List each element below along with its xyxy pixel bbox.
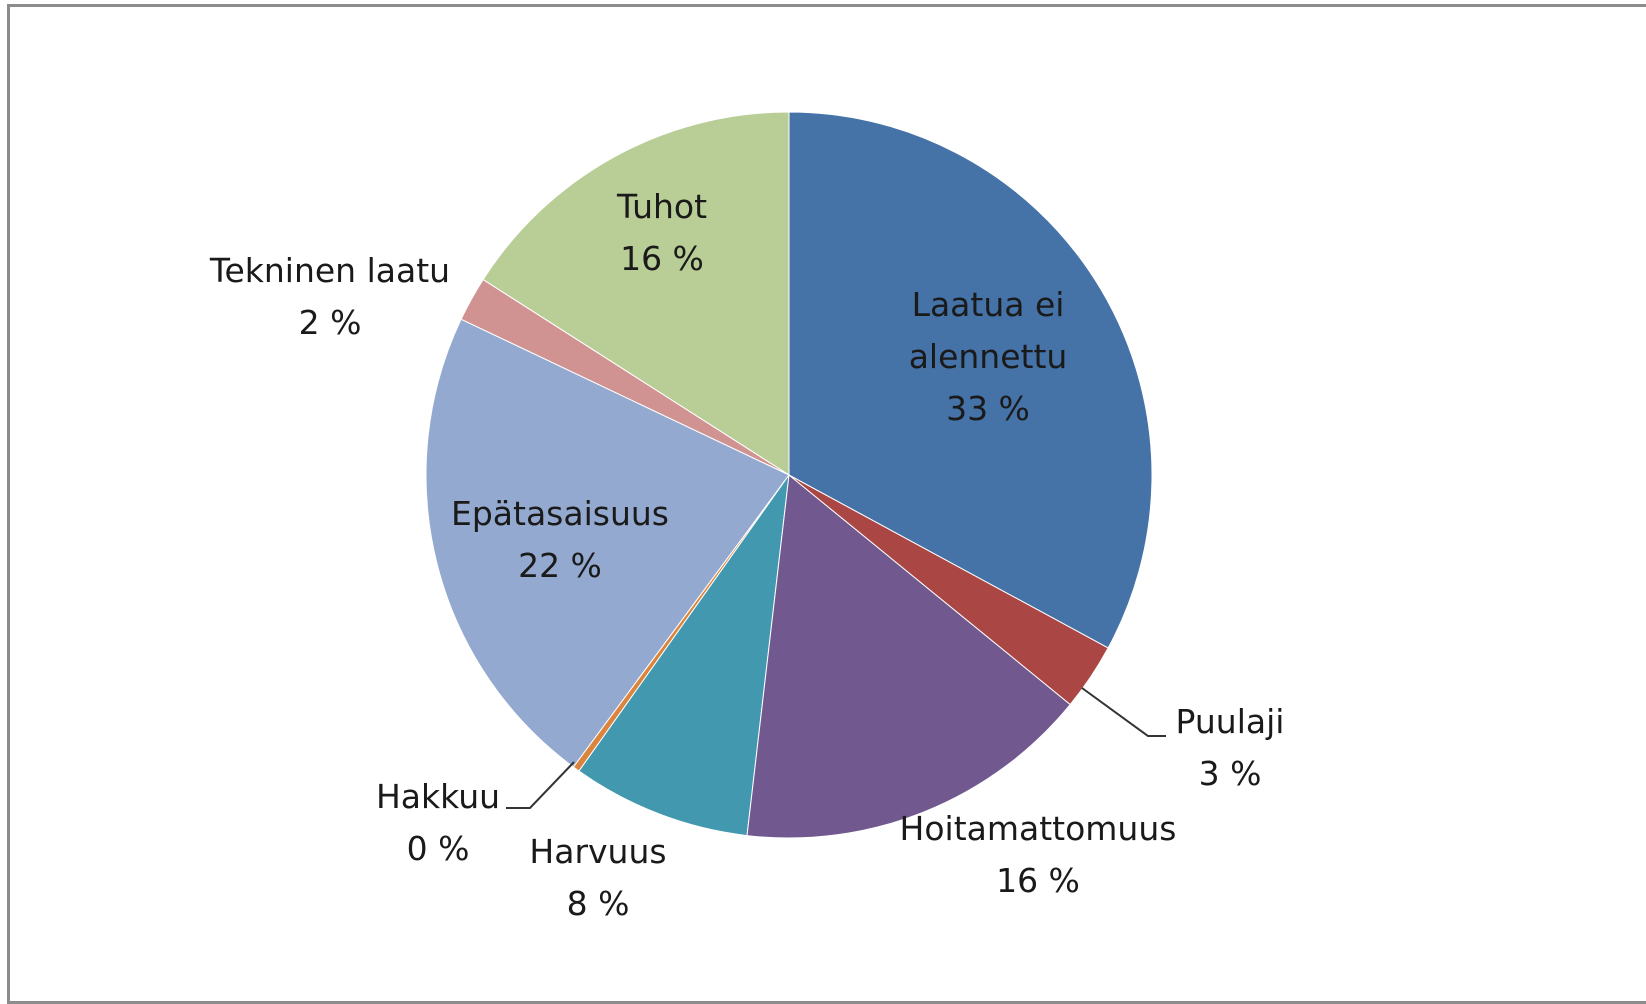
label-value: 16 % — [620, 239, 704, 278]
label-value: 8 % — [566, 884, 630, 923]
data-label: Harvuus 8 % — [498, 826, 698, 930]
label-value: 2 % — [298, 303, 362, 342]
pie-slice — [788, 111, 1153, 649]
label-name: Hakkuu — [375, 777, 501, 816]
data-label: Puulaji 3 % — [1150, 696, 1310, 800]
label-name: Puulaji — [1175, 702, 1285, 741]
leader-line — [506, 761, 575, 809]
data-label: Epätasaisuus 22 % — [420, 488, 700, 592]
label-value: 3 % — [1198, 754, 1262, 793]
data-label: Tuhot 16 % — [562, 181, 762, 285]
label-value: 16 % — [996, 861, 1080, 900]
pie-slice — [746, 474, 1071, 839]
pie-slice — [482, 111, 790, 476]
pie-slice — [578, 474, 790, 837]
data-label: Laatua ei alennettu 33 % — [888, 279, 1088, 435]
label-name: Epätasaisuus — [451, 494, 669, 533]
label-value: 22 % — [518, 546, 602, 585]
leader-line — [1081, 687, 1166, 737]
pie-slice — [425, 318, 790, 768]
data-label: Hakkuu 0 % — [358, 771, 518, 875]
label-value: 0 % — [406, 829, 470, 868]
label-name: Hoitamattomuus — [899, 809, 1177, 848]
data-label: Hoitamattomuus 16 % — [888, 803, 1188, 907]
label-name: Tekninen laatu — [209, 251, 451, 290]
data-label: Tekninen laatu 2 % — [180, 245, 480, 349]
label-name: Tuhot — [616, 187, 708, 226]
label-name: Laatua ei alennettu — [908, 285, 1068, 376]
label-name: Harvuus — [529, 832, 667, 871]
label-value: 33 % — [946, 389, 1030, 428]
